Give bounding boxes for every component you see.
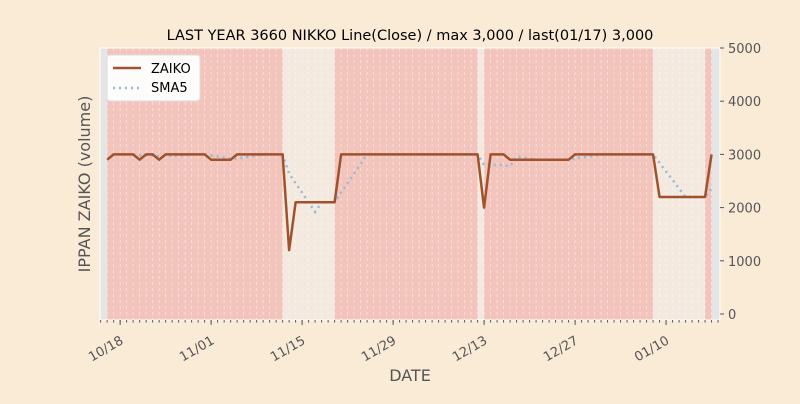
legend: ZAIKO SMA5 [107,55,200,101]
highlight-region [484,48,653,320]
x-tick-label: 11/01 [177,333,217,365]
chart-title: LAST YEAR 3660 NIKKO Line(Close) / max 3… [167,28,654,44]
y-tick-label: 0 [728,308,736,323]
x-tick-label: 12/27 [541,333,581,365]
x-tick-label: 10/18 [86,333,126,365]
x-tick-label: 01/10 [632,333,672,365]
y-tick-label: 2000 [728,202,761,217]
y-axis-label: IPPAN ZAIKO (volume) [75,96,94,273]
x-tick-label: 12/13 [450,333,490,365]
highlight-region [335,48,478,320]
y-tick-label: 4000 [728,95,761,110]
x-axis-label: DATE [389,366,431,385]
x-tick-label: 11/15 [268,333,308,365]
legend-zaiko-label: ZAIKO [151,62,191,77]
x-tick-label: 11/29 [359,333,399,365]
y-tick-label: 5000 [728,42,761,57]
y-tick-label: 3000 [728,148,761,163]
legend-sma5-label: SMA5 [151,81,188,96]
y-tick-label: 1000 [728,255,761,270]
